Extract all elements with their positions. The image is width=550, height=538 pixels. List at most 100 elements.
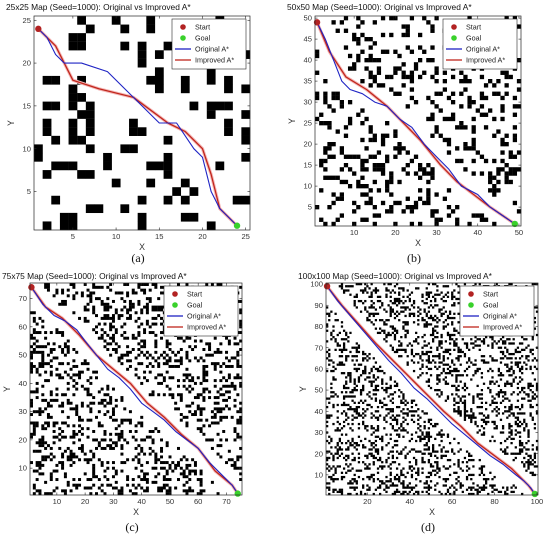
- obstacle-cell: [353, 408, 356, 411]
- obstacle-cell: [103, 152, 112, 162]
- obstacle-cell: [92, 401, 96, 405]
- obstacle-cell: [349, 372, 352, 375]
- obstacle-cell: [418, 175, 423, 180]
- obstacle-cell: [364, 192, 369, 197]
- obstacle-cell: [160, 291, 164, 295]
- obstacle-cell: [355, 410, 358, 413]
- obstacle-cell: [32, 342, 36, 346]
- obstacle-cell: [427, 492, 431, 496]
- obstacle-cell: [30, 404, 33, 408]
- obstacle-cell: [162, 350, 166, 354]
- obstacle-cell: [128, 421, 132, 425]
- obstacle-cell: [451, 448, 454, 451]
- obstacle-cell: [489, 355, 492, 358]
- obstacle-cell: [80, 401, 84, 405]
- obstacle-cell: [349, 395, 352, 398]
- obstacle-cell: [59, 221, 69, 231]
- obstacle-cell: [385, 408, 388, 411]
- obstacle-cell: [362, 420, 365, 424]
- obstacle-cell: [219, 342, 223, 346]
- obstacle-cell: [202, 367, 206, 371]
- obstacle-cell: [455, 158, 460, 164]
- obstacle-cell: [202, 379, 206, 383]
- obstacle-cell: [224, 84, 233, 94]
- obstacle-cell: [451, 323, 454, 326]
- obstacle-cell: [410, 401, 414, 404]
- obstacle-cell: [427, 293, 431, 296]
- obstacle-cell: [430, 24, 435, 29]
- obstacle-cell: [360, 20, 365, 25]
- obstacle-cell: [436, 461, 439, 464]
- obstacle-cell: [436, 367, 439, 371]
- obstacle-cell: [453, 490, 456, 494]
- obstacle-cell: [438, 395, 441, 398]
- obstacle-cell: [41, 364, 45, 368]
- obstacle-cell: [393, 439, 397, 443]
- obstacle-cell: [535, 403, 539, 407]
- obstacle-cell: [531, 395, 534, 398]
- obstacle-cell: [117, 424, 121, 428]
- legend-label: Goal: [483, 301, 499, 310]
- obstacle-cell: [357, 422, 361, 426]
- obstacle-cell: [381, 465, 384, 468]
- obstacle-cell: [49, 446, 53, 450]
- obstacle-cell: [359, 393, 363, 396]
- obstacle-cell: [58, 438, 62, 442]
- obstacle-cell: [351, 422, 354, 426]
- obstacle-cell: [95, 492, 98, 496]
- obstacle-cell: [516, 209, 522, 214]
- x-tick-label: 10: [350, 228, 358, 237]
- obstacle-cell: [425, 297, 428, 301]
- obstacle-cell: [38, 407, 42, 411]
- obstacle-cell: [389, 393, 392, 396]
- obstacle-cell: [340, 448, 344, 451]
- obstacle-cell: [446, 316, 450, 320]
- obstacle-cell: [368, 463, 371, 466]
- x-axis-label: X: [429, 507, 435, 517]
- obstacle-cell: [143, 472, 147, 476]
- obstacle-cell: [521, 444, 524, 447]
- obstacle-cell: [328, 397, 331, 400]
- obstacle-cell: [393, 70, 398, 75]
- obstacle-cell: [385, 480, 388, 483]
- obstacle-cell: [529, 403, 532, 407]
- obstacle-cell: [182, 384, 186, 388]
- obstacle-cell: [372, 20, 377, 25]
- obstacle-cell: [406, 361, 409, 364]
- obstacle-cell: [521, 412, 524, 415]
- obstacle-cell: [77, 135, 86, 145]
- obstacle-cell: [236, 455, 240, 459]
- obstacle-cell: [512, 378, 515, 381]
- obstacle-cell: [370, 433, 373, 436]
- obstacle-cell: [103, 438, 107, 442]
- obstacle-cell: [434, 70, 439, 75]
- obstacle-cell: [123, 336, 127, 340]
- obstacle-cell: [38, 364, 42, 368]
- obstacle-cell: [451, 359, 454, 362]
- obstacle-cell: [368, 352, 371, 356]
- obstacle-cell: [478, 429, 481, 432]
- obstacle-cell: [327, 142, 332, 147]
- obstacle-cell: [137, 353, 141, 357]
- obstacle-cell: [370, 416, 373, 419]
- x-tick-label: 60: [448, 497, 456, 506]
- obstacle-cell: [442, 285, 445, 288]
- obstacle-cell: [436, 393, 439, 396]
- obstacle-cell: [357, 414, 361, 417]
- obstacle-cell: [418, 45, 423, 50]
- obstacle-cell: [440, 429, 443, 432]
- obstacle-cell: [412, 321, 416, 324]
- obstacle-cell: [400, 342, 403, 345]
- obstacle-cell: [137, 331, 141, 335]
- obstacle-cell: [351, 439, 354, 443]
- obstacle-cell: [353, 386, 356, 390]
- obstacle-cell: [92, 328, 96, 332]
- obstacle-cell: [176, 463, 180, 467]
- obstacle-cell: [376, 70, 382, 75]
- obstacle-cell: [347, 100, 353, 105]
- obstacle-cell: [92, 438, 96, 442]
- obstacle-cell: [63, 345, 67, 349]
- y-tick-label: 80: [315, 322, 323, 331]
- obstacle-cell: [478, 367, 481, 371]
- obstacle-cell: [432, 331, 435, 335]
